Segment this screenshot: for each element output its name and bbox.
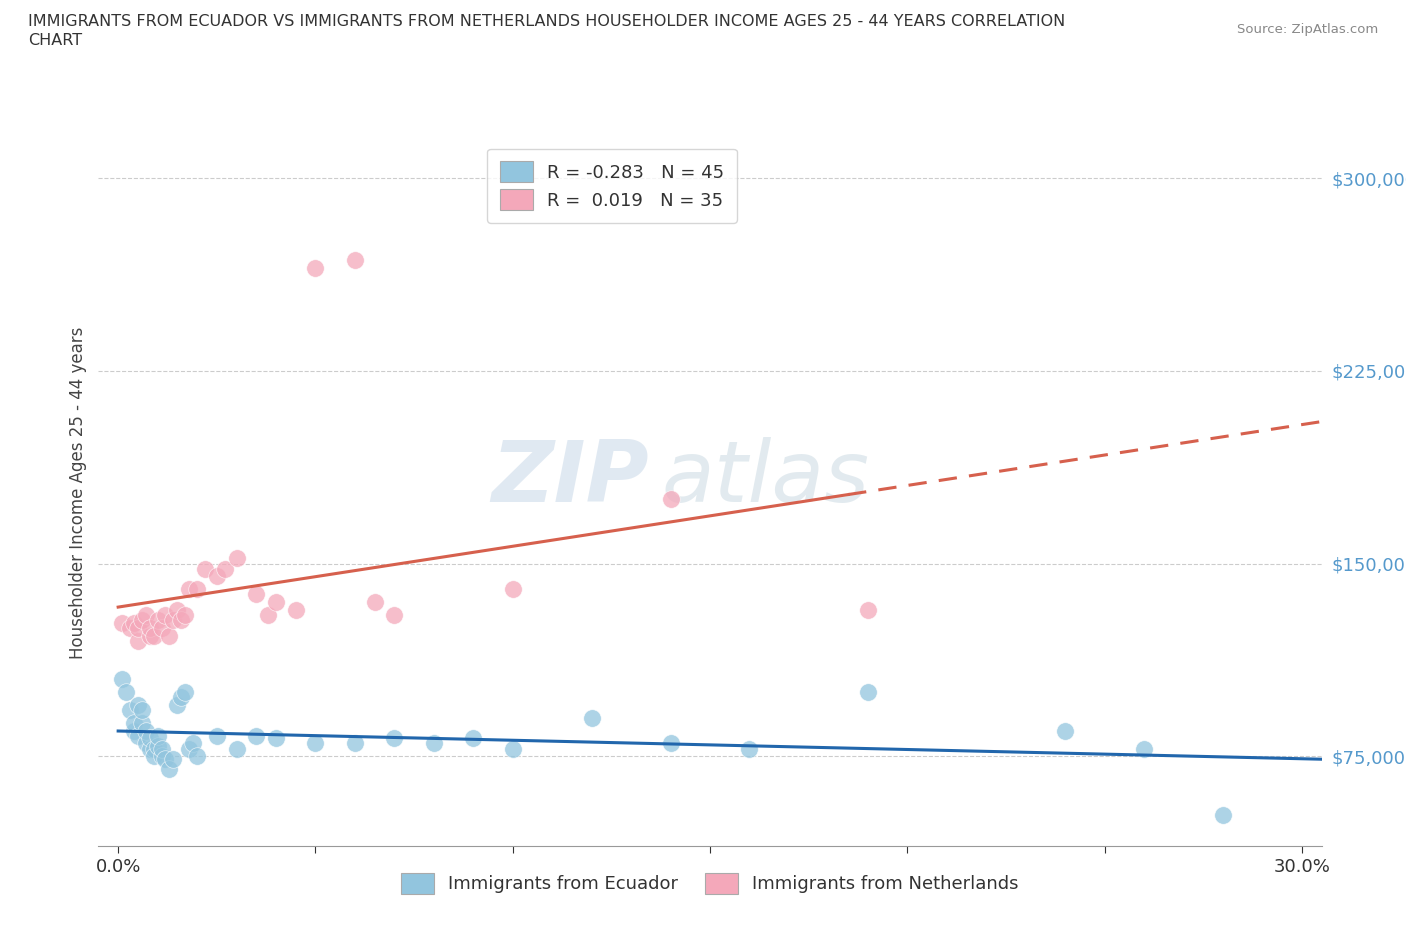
Point xyxy=(150,620,173,635)
Point xyxy=(135,607,157,622)
Point xyxy=(162,613,184,628)
Text: atlas: atlas xyxy=(661,437,869,520)
Point xyxy=(502,582,524,597)
Point xyxy=(257,607,280,622)
Point xyxy=(186,582,208,597)
Point xyxy=(159,762,181,777)
Point xyxy=(146,728,169,743)
Point xyxy=(659,736,682,751)
Point xyxy=(284,603,307,618)
Point xyxy=(146,738,169,753)
Point xyxy=(502,741,524,756)
Point xyxy=(122,715,145,730)
Point xyxy=(214,562,236,577)
Point xyxy=(135,736,157,751)
Point xyxy=(170,690,193,705)
Point xyxy=(115,684,138,699)
Point xyxy=(111,616,134,631)
Point xyxy=(131,613,153,628)
Point xyxy=(304,736,326,751)
Point xyxy=(146,613,169,628)
Point xyxy=(166,698,188,712)
Point xyxy=(264,594,287,609)
Text: CHART: CHART xyxy=(28,33,82,47)
Point xyxy=(382,731,405,746)
Point xyxy=(166,603,188,618)
Point xyxy=(186,749,208,764)
Point xyxy=(122,616,145,631)
Point xyxy=(170,613,193,628)
Point xyxy=(738,741,761,756)
Point xyxy=(856,603,879,618)
Point xyxy=(856,684,879,699)
Point xyxy=(118,620,141,635)
Point xyxy=(138,620,160,635)
Point xyxy=(159,628,181,643)
Point xyxy=(135,724,157,738)
Text: IMMIGRANTS FROM ECUADOR VS IMMIGRANTS FROM NETHERLANDS HOUSEHOLDER INCOME AGES 2: IMMIGRANTS FROM ECUADOR VS IMMIGRANTS FR… xyxy=(28,14,1066,29)
Text: Source: ZipAtlas.com: Source: ZipAtlas.com xyxy=(1237,23,1378,36)
Text: ZIP: ZIP xyxy=(491,437,648,520)
Point xyxy=(382,607,405,622)
Point xyxy=(659,492,682,507)
Point xyxy=(1054,724,1077,738)
Point xyxy=(142,741,165,756)
Legend: Immigrants from Ecuador, Immigrants from Netherlands: Immigrants from Ecuador, Immigrants from… xyxy=(394,866,1026,901)
Point xyxy=(142,628,165,643)
Point xyxy=(363,594,385,609)
Point xyxy=(155,751,177,766)
Point xyxy=(205,569,228,584)
Point xyxy=(225,551,247,565)
Point xyxy=(150,741,173,756)
Point xyxy=(150,749,173,764)
Point xyxy=(581,711,603,725)
Point xyxy=(138,628,160,643)
Point xyxy=(131,715,153,730)
Point xyxy=(343,253,366,268)
Point xyxy=(264,731,287,746)
Point xyxy=(463,731,485,746)
Point xyxy=(138,731,160,746)
Point xyxy=(179,741,201,756)
Point xyxy=(138,741,160,756)
Point xyxy=(194,562,217,577)
Point xyxy=(245,587,267,602)
Point xyxy=(122,724,145,738)
Point xyxy=(162,751,184,766)
Point xyxy=(181,736,204,751)
Point xyxy=(343,736,366,751)
Point xyxy=(131,703,153,718)
Point xyxy=(179,582,201,597)
Point xyxy=(111,671,134,686)
Point xyxy=(1212,808,1234,823)
Point xyxy=(127,633,149,648)
Point xyxy=(205,728,228,743)
Point xyxy=(127,620,149,635)
Point xyxy=(245,728,267,743)
Point xyxy=(155,607,177,622)
Point xyxy=(423,736,446,751)
Point xyxy=(174,607,197,622)
Point xyxy=(142,749,165,764)
Y-axis label: Householder Income Ages 25 - 44 years: Householder Income Ages 25 - 44 years xyxy=(69,326,87,659)
Point xyxy=(174,684,197,699)
Point xyxy=(127,698,149,712)
Point xyxy=(127,728,149,743)
Point xyxy=(304,260,326,275)
Point xyxy=(1133,741,1156,756)
Point xyxy=(118,703,141,718)
Point xyxy=(225,741,247,756)
